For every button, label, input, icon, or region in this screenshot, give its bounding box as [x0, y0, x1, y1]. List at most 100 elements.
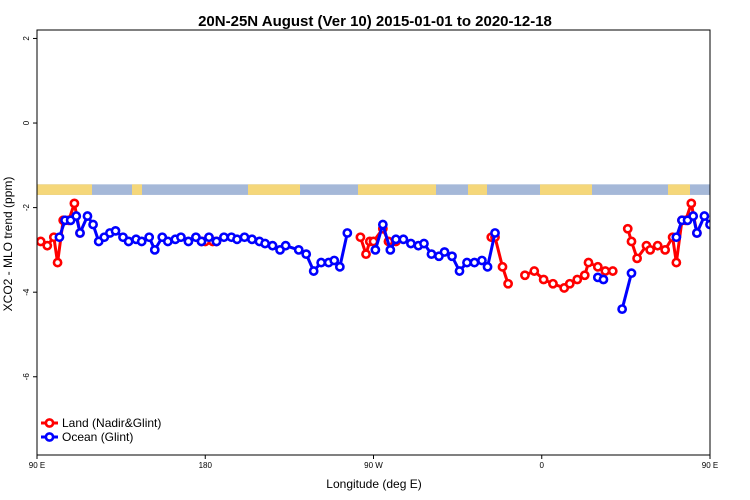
data-point [329, 255, 340, 266]
data-point [660, 245, 671, 255]
data-point [82, 211, 93, 221]
data-point [293, 245, 304, 255]
data-point [712, 238, 719, 245]
legend: Land (Nadir&Glint)Ocean (Glint) [41, 416, 161, 444]
data-point [316, 257, 327, 268]
data-point [219, 232, 229, 243]
data-point [149, 245, 160, 255]
y-axis-label: XCO2 - MLO trend (ppm) [1, 177, 15, 312]
data-point [334, 261, 345, 272]
series-line [620, 272, 633, 310]
data-point [671, 257, 682, 268]
data-point [447, 251, 457, 262]
data-point [123, 236, 134, 247]
data-point [54, 232, 65, 243]
data-point [426, 249, 437, 260]
data-point [342, 228, 353, 238]
x-axis-label: Longitude (deg E) [326, 477, 421, 491]
map-land [668, 184, 690, 195]
data-point [162, 236, 173, 247]
data-point [477, 255, 487, 266]
data-point [370, 245, 381, 255]
map-land [132, 184, 142, 195]
data-point [632, 253, 642, 264]
data-point [583, 257, 594, 268]
data-point [204, 232, 214, 243]
plot-frame [36, 29, 711, 456]
data-point [439, 247, 450, 257]
data-point [355, 232, 366, 243]
data-point [742, 238, 749, 245]
data-point [572, 274, 583, 285]
data-point [490, 228, 500, 238]
data-point [520, 270, 530, 281]
x-tick-label: 90 E [702, 461, 718, 470]
data-point [176, 232, 186, 243]
legend-marker [44, 418, 55, 428]
y-tick-label: -4 [22, 288, 31, 296]
map-land [248, 184, 300, 195]
data-point [136, 236, 147, 247]
data-point [652, 240, 663, 251]
data-point [110, 225, 121, 236]
data-point [598, 274, 609, 285]
y-tick-label: 2 [22, 36, 31, 41]
data-point [686, 198, 697, 209]
data-point [592, 261, 603, 272]
data-point [705, 219, 710, 230]
map-land [37, 184, 92, 195]
data-point [626, 268, 637, 279]
data-point [75, 228, 85, 238]
data-point [232, 234, 242, 245]
data-point [267, 240, 278, 251]
data-point [600, 266, 611, 276]
data-point [622, 223, 633, 234]
y-tick-label: 0 [22, 120, 31, 125]
data-point [280, 240, 291, 251]
map-land [540, 184, 592, 195]
world-map-band [37, 184, 710, 195]
map-land [358, 184, 436, 195]
data-point [385, 245, 396, 255]
data-point [398, 234, 409, 245]
data-point [564, 278, 575, 289]
y-tick-label: -2 [22, 204, 31, 212]
data-point [239, 232, 250, 243]
chart-title: 20N-25N August (Ver 10) 2015-01-01 to 20… [198, 13, 552, 30]
data-point [462, 257, 472, 268]
data-point [736, 234, 743, 241]
legend-label: Ocean (Glint) [62, 430, 133, 444]
x-tick-label: 0 [540, 461, 545, 470]
data-point [671, 232, 682, 243]
data-point [71, 211, 82, 221]
data-point [482, 261, 493, 272]
series-layer [37, 198, 749, 315]
data-point [69, 198, 80, 209]
series-1 [54, 211, 749, 315]
data-point [503, 278, 513, 289]
data-point [419, 238, 429, 249]
data-point [688, 211, 699, 221]
data-point [529, 266, 540, 276]
x-tick-label: 90 W [364, 461, 383, 470]
y-tick-label: -6 [22, 373, 31, 381]
data-point [729, 227, 736, 234]
data-point [211, 236, 222, 247]
data-point [579, 270, 590, 281]
data-point [377, 219, 388, 230]
data-point [196, 236, 207, 247]
data-point [52, 257, 63, 268]
y-axis: 2 0 -2 -4 -6 [22, 36, 37, 381]
map-land [468, 184, 487, 195]
x-tick-label: 180 [199, 461, 213, 470]
data-point [405, 238, 416, 249]
data-point [645, 245, 656, 255]
data-point [723, 229, 730, 236]
data-point [308, 266, 319, 276]
data-point [260, 238, 270, 249]
data-point [301, 249, 312, 260]
data-point [183, 236, 194, 247]
data-point [391, 234, 401, 245]
data-point [617, 304, 628, 315]
